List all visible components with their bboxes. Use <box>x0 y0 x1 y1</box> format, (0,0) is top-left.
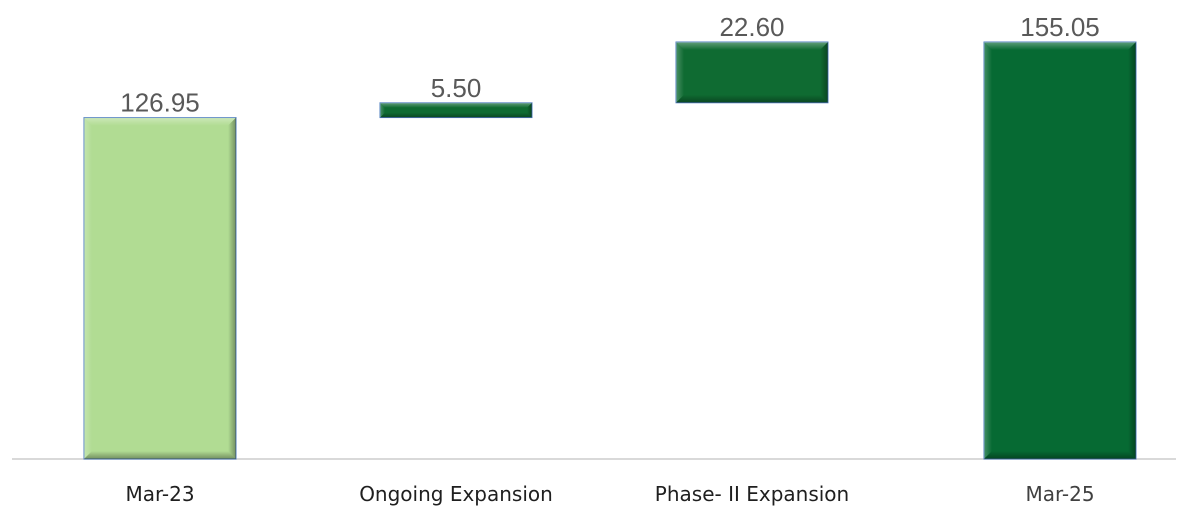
bar-bevel-left <box>984 42 992 459</box>
bar-bevel-left <box>84 117 92 460</box>
category-label-1: Mar-23 <box>125 482 194 506</box>
category-label-3: Phase- II Expansion <box>655 482 849 506</box>
bar-bevel-top <box>84 117 236 126</box>
bar-3 <box>675 41 829 104</box>
bar-bevel-bottom <box>984 451 1136 459</box>
bars-group <box>83 41 1137 460</box>
bar-bevel-top <box>676 42 828 50</box>
bar-bevel-right <box>820 42 828 103</box>
bar-body <box>983 41 1137 460</box>
value-label-2: 5.50 <box>431 73 482 103</box>
bar-body <box>83 117 237 460</box>
value-label-3: 22.60 <box>719 12 784 42</box>
bar-bevel-top <box>380 102 532 108</box>
bar-bevel-bottom <box>676 94 828 103</box>
bar-bevel-right <box>228 117 236 460</box>
bar-bevel-bottom <box>84 451 236 459</box>
bar-body <box>675 41 829 104</box>
bar-1 <box>83 117 237 460</box>
category-label-4: Mar-25 <box>1025 482 1094 506</box>
bar-4 <box>983 41 1137 460</box>
bar-bevel-top <box>984 42 1136 50</box>
value-label-4: 155.05 <box>1020 12 1100 42</box>
bar-bevel-right <box>1128 42 1136 459</box>
bar-bevel-left <box>676 42 684 103</box>
bar-2 <box>379 102 533 119</box>
value-label-1: 126.95 <box>120 88 200 118</box>
category-label-2: Ongoing Expansion <box>359 482 553 506</box>
labels-group: 126.95 Mar-23 5.50 Ongoing Expansion 22.60 Ph… <box>120 12 1100 506</box>
bar-bevel-bottom <box>380 112 532 118</box>
